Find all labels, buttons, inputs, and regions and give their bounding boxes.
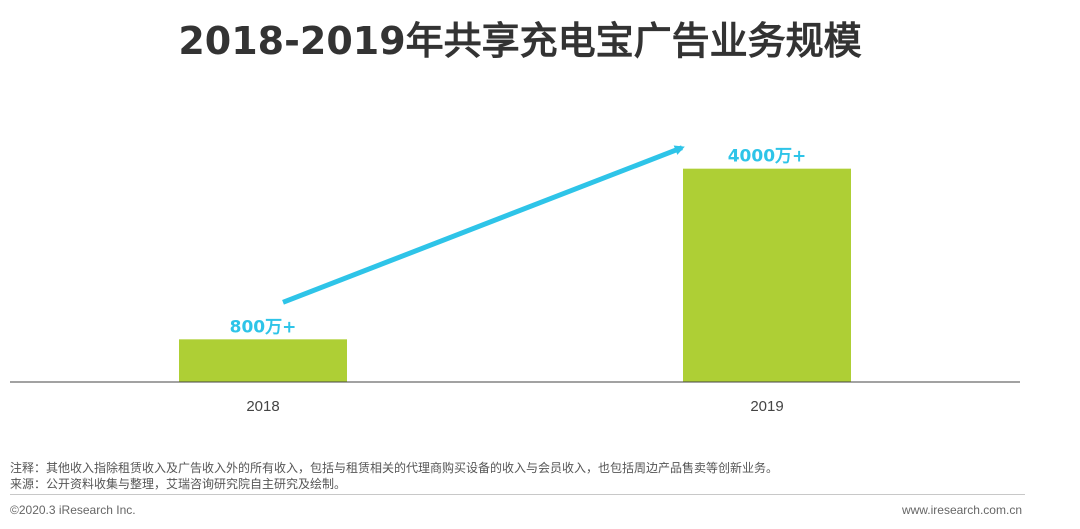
- tick-label-2018: 2018: [246, 398, 279, 415]
- website-text: www.iresearch.com.cn: [901, 503, 1022, 517]
- footer-divider: [10, 494, 1025, 495]
- value-label-2018: 800万+: [230, 317, 297, 337]
- notes-block: 注释：其他收入指除租赁收入及广告收入外的所有收入，包括与租赁相关的代理商购买设备…: [10, 460, 778, 492]
- value-label-2019: 4000万+: [728, 147, 807, 167]
- bar-chart: 800万+ 2018 4000万+ 2019: [10, 145, 1020, 415]
- growth-arrow: [282, 145, 685, 305]
- bar-2019: [683, 168, 851, 382]
- tick-label-2019: 2019: [750, 398, 783, 415]
- bar-2018: [179, 339, 347, 382]
- source-text: 来源：公开资料收集与整理，艾瑞咨询研究院自主研究及绘制。: [10, 477, 347, 491]
- chart-title: 2018-2019年共享充电宝广告业务规模: [178, 19, 862, 63]
- note-text: 注释：其他收入指除租赁收入及广告收入外的所有收入，包括与租赁相关的代理商购买设备…: [10, 461, 779, 475]
- copyright-text: ©2020.3 iResearch Inc.: [10, 503, 136, 517]
